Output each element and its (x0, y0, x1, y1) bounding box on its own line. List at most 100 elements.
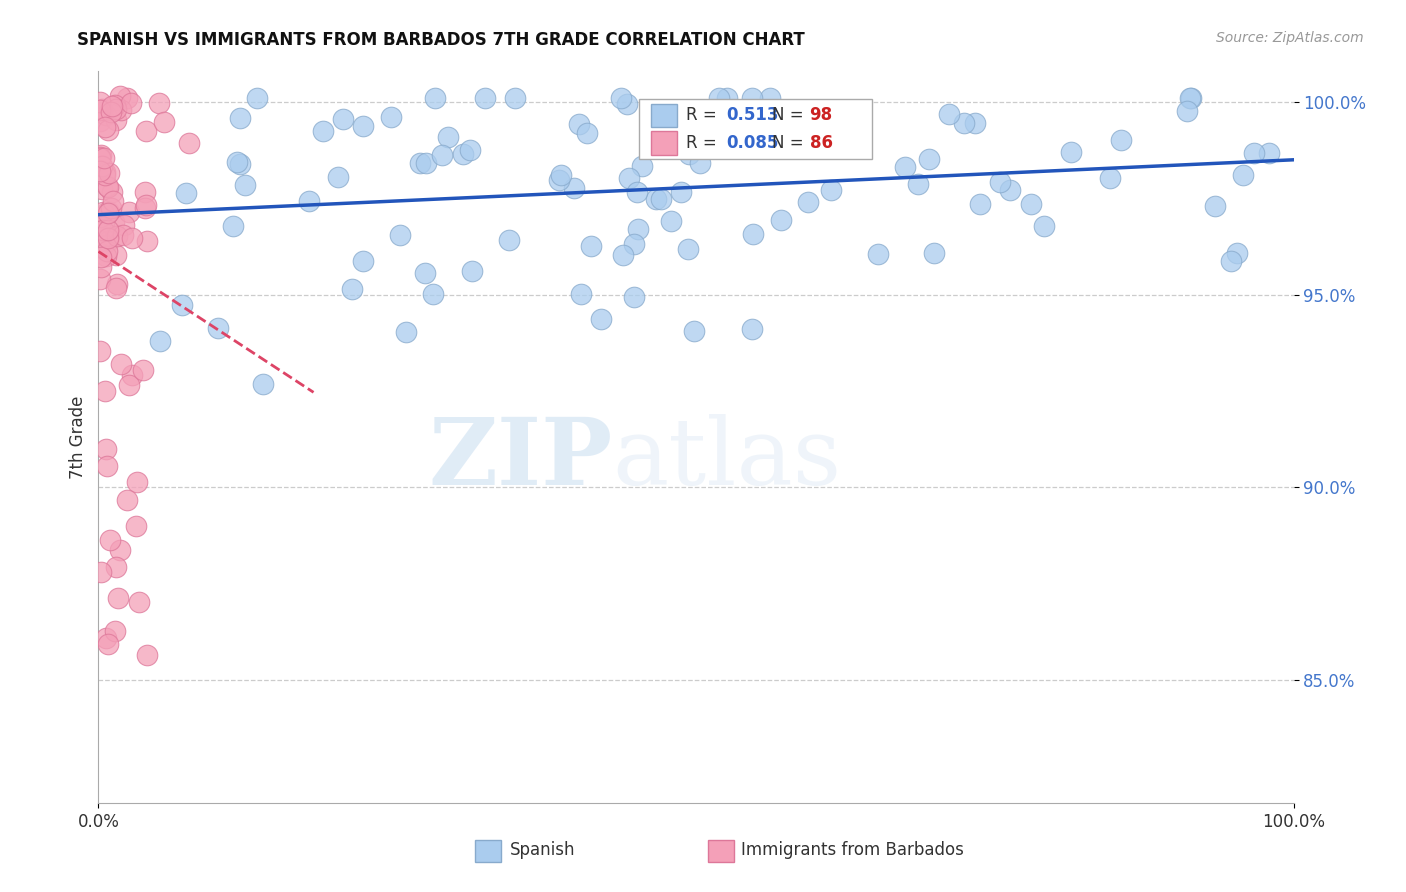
Point (460, 264, 482, 278)
Point (1175, 103, 1198, 118)
Point (661, 120, 683, 135)
Point (918, 152, 941, 166)
Point (91, 102, 114, 116)
Point (120, 95, 142, 110)
Point (1032, 219, 1054, 233)
Point (100, 104, 122, 119)
Point (474, 91, 496, 105)
Point (432, 147, 454, 161)
Point (135, 198, 157, 212)
Point (132, 363, 155, 377)
Point (820, 183, 842, 197)
Point (115, 492, 138, 507)
Point (575, 126, 598, 140)
Point (104, 624, 127, 638)
Point (100, 201, 122, 215)
Point (89, 152, 111, 166)
Point (671, 185, 693, 199)
Point (591, 312, 613, 326)
Point (568, 117, 591, 131)
Point (121, 368, 143, 382)
Text: SPANISH VS IMMIGRANTS FROM BARBADOS 7TH GRADE CORRELATION CHART: SPANISH VS IMMIGRANTS FROM BARBADOS 7TH … (77, 31, 806, 49)
Point (1060, 145, 1083, 159)
Point (437, 130, 460, 145)
Point (969, 196, 991, 211)
Point (998, 183, 1021, 197)
Point (395, 325, 418, 339)
Point (98, 533, 121, 548)
Point (1257, 145, 1279, 160)
Point (89, 211, 111, 225)
Text: N =: N = (772, 134, 810, 152)
Point (579, 238, 602, 252)
Y-axis label: 7th Grade: 7th Grade (69, 395, 87, 479)
Point (90, 566, 112, 580)
Point (650, 192, 672, 206)
Point (423, 91, 446, 105)
Point (94, 249, 117, 263)
Point (97, 637, 120, 651)
Point (498, 233, 520, 247)
Point (704, 122, 727, 136)
Point (741, 322, 763, 336)
Point (91, 204, 114, 219)
Point (96, 204, 118, 219)
Text: 86: 86 (810, 134, 832, 152)
Point (94, 165, 117, 179)
Point (90, 148, 112, 162)
Point (89, 344, 111, 359)
Point (108, 542, 131, 557)
Point (153, 115, 176, 129)
Point (121, 231, 143, 245)
Text: 98: 98 (810, 106, 832, 124)
Point (709, 91, 731, 105)
Point (422, 286, 444, 301)
Point (128, 595, 150, 609)
Point (683, 324, 706, 338)
Point (89, 114, 111, 128)
Point (90, 159, 112, 173)
Point (797, 195, 820, 210)
Point (136, 648, 159, 663)
Point (97, 223, 120, 237)
Point (135, 124, 157, 138)
Point (105, 277, 128, 292)
Point (104, 97, 127, 112)
Point (503, 91, 526, 105)
Point (97, 231, 120, 245)
Point (135, 234, 157, 248)
Point (332, 112, 354, 126)
Point (105, 229, 128, 244)
Point (127, 475, 149, 489)
Point (89, 272, 111, 286)
Point (616, 96, 638, 111)
Point (413, 266, 436, 280)
Point (626, 185, 648, 199)
Point (619, 170, 641, 185)
Point (225, 154, 247, 169)
Point (229, 156, 252, 170)
Point (298, 194, 321, 208)
Text: Spanish: Spanish (509, 841, 575, 859)
Point (148, 96, 170, 111)
Text: 0.513: 0.513 (725, 106, 779, 124)
Point (451, 146, 474, 161)
Point (125, 518, 148, 533)
Point (769, 212, 792, 227)
Point (94, 120, 117, 134)
Point (97, 206, 120, 220)
Point (415, 156, 437, 170)
Point (550, 168, 572, 182)
Text: Immigrants from Barbados: Immigrants from Barbados (741, 841, 965, 859)
Point (246, 91, 269, 105)
Point (110, 357, 132, 371)
Point (352, 254, 374, 268)
Point (627, 221, 650, 235)
Point (612, 247, 634, 261)
Point (678, 242, 700, 256)
Point (1180, 91, 1202, 105)
Point (963, 116, 986, 130)
Point (742, 227, 765, 242)
Point (689, 156, 711, 170)
Point (952, 116, 974, 130)
